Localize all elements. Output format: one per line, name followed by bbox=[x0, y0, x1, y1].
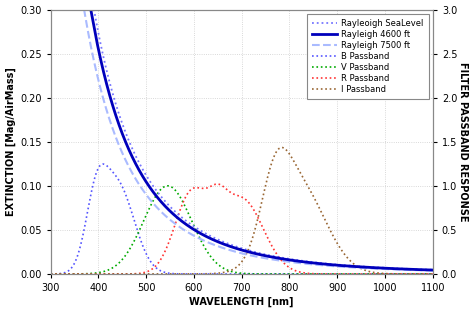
B Passband bbox=[67, 268, 73, 271]
V Passband bbox=[67, 272, 73, 276]
Rayleoigh SeaLevel bbox=[349, 264, 355, 268]
R Passband bbox=[430, 272, 436, 276]
Rayleigh 4600 ft bbox=[430, 268, 436, 272]
Line: R Passband: R Passband bbox=[51, 184, 433, 274]
I Passband bbox=[223, 270, 229, 274]
Rayleigh 4600 ft bbox=[67, 8, 73, 12]
Rayleoigh SeaLevel bbox=[234, 245, 239, 249]
Rayleoigh SeaLevel bbox=[419, 268, 425, 271]
Rayleoigh SeaLevel bbox=[67, 8, 73, 12]
R Passband bbox=[234, 193, 239, 197]
B Passband bbox=[419, 272, 425, 276]
Rayleigh 4600 ft bbox=[349, 264, 355, 268]
Rayleigh 7500 ft bbox=[234, 250, 239, 254]
B Passband bbox=[48, 272, 54, 276]
B Passband bbox=[419, 272, 425, 276]
I Passband bbox=[419, 272, 425, 276]
Rayleigh 7500 ft bbox=[48, 8, 54, 12]
Rayleigh 4600 ft bbox=[223, 243, 229, 247]
I Passband bbox=[349, 260, 355, 264]
Rayleoigh SeaLevel bbox=[430, 268, 436, 272]
R Passband bbox=[224, 187, 229, 191]
Rayleigh 4600 ft bbox=[48, 8, 54, 12]
B Passband bbox=[100, 162, 106, 166]
V Passband bbox=[349, 272, 355, 276]
I Passband bbox=[430, 272, 436, 276]
Rayleoigh SeaLevel bbox=[419, 268, 424, 271]
Legend: Rayleoigh SeaLevel, Rayleigh 4600 ft, Rayleigh 7500 ft, B Passband, V Passband, : Rayleoigh SeaLevel, Rayleigh 4600 ft, Ra… bbox=[307, 14, 428, 99]
R Passband bbox=[419, 272, 425, 276]
Rayleigh 7500 ft bbox=[349, 265, 355, 269]
I Passband bbox=[419, 272, 425, 276]
Line: Rayleigh 7500 ft: Rayleigh 7500 ft bbox=[51, 10, 433, 271]
I Passband bbox=[48, 272, 54, 276]
Y-axis label: FILTER PASSBAND RESPONSE: FILTER PASSBAND RESPONSE bbox=[458, 62, 468, 222]
Line: Rayleoigh SeaLevel: Rayleoigh SeaLevel bbox=[51, 10, 433, 270]
Rayleigh 4600 ft bbox=[234, 247, 239, 250]
Rayleoigh SeaLevel bbox=[48, 8, 54, 12]
Rayleigh 4600 ft bbox=[419, 268, 424, 272]
B Passband bbox=[234, 272, 239, 276]
B Passband bbox=[349, 272, 355, 276]
Rayleigh 7500 ft bbox=[223, 247, 229, 251]
Rayleigh 7500 ft bbox=[419, 269, 425, 272]
R Passband bbox=[48, 272, 54, 276]
Rayleigh 4600 ft bbox=[419, 268, 425, 272]
Line: Rayleigh 4600 ft: Rayleigh 4600 ft bbox=[51, 10, 433, 270]
Rayleigh 7500 ft bbox=[67, 8, 73, 12]
V Passband bbox=[165, 184, 171, 188]
Rayleoigh SeaLevel bbox=[223, 241, 229, 245]
R Passband bbox=[419, 272, 425, 276]
R Passband bbox=[215, 182, 220, 186]
Rayleigh 7500 ft bbox=[419, 269, 424, 272]
B Passband bbox=[430, 272, 436, 276]
Line: I Passband: I Passband bbox=[51, 147, 433, 274]
I Passband bbox=[279, 146, 284, 149]
Line: B Passband: B Passband bbox=[51, 164, 433, 274]
R Passband bbox=[349, 272, 355, 276]
X-axis label: WAVELENGTH [nm]: WAVELENGTH [nm] bbox=[190, 297, 294, 307]
I Passband bbox=[67, 272, 73, 276]
I Passband bbox=[234, 265, 239, 269]
Line: V Passband: V Passband bbox=[51, 186, 433, 274]
V Passband bbox=[234, 271, 239, 275]
V Passband bbox=[419, 272, 425, 276]
B Passband bbox=[224, 272, 229, 276]
V Passband bbox=[48, 272, 54, 276]
V Passband bbox=[224, 268, 229, 272]
Y-axis label: EXTINCTION [Mag/AirMass]: EXTINCTION [Mag/AirMass] bbox=[6, 67, 16, 216]
R Passband bbox=[67, 272, 73, 276]
V Passband bbox=[430, 272, 436, 276]
Rayleigh 7500 ft bbox=[430, 269, 436, 273]
V Passband bbox=[419, 272, 425, 276]
